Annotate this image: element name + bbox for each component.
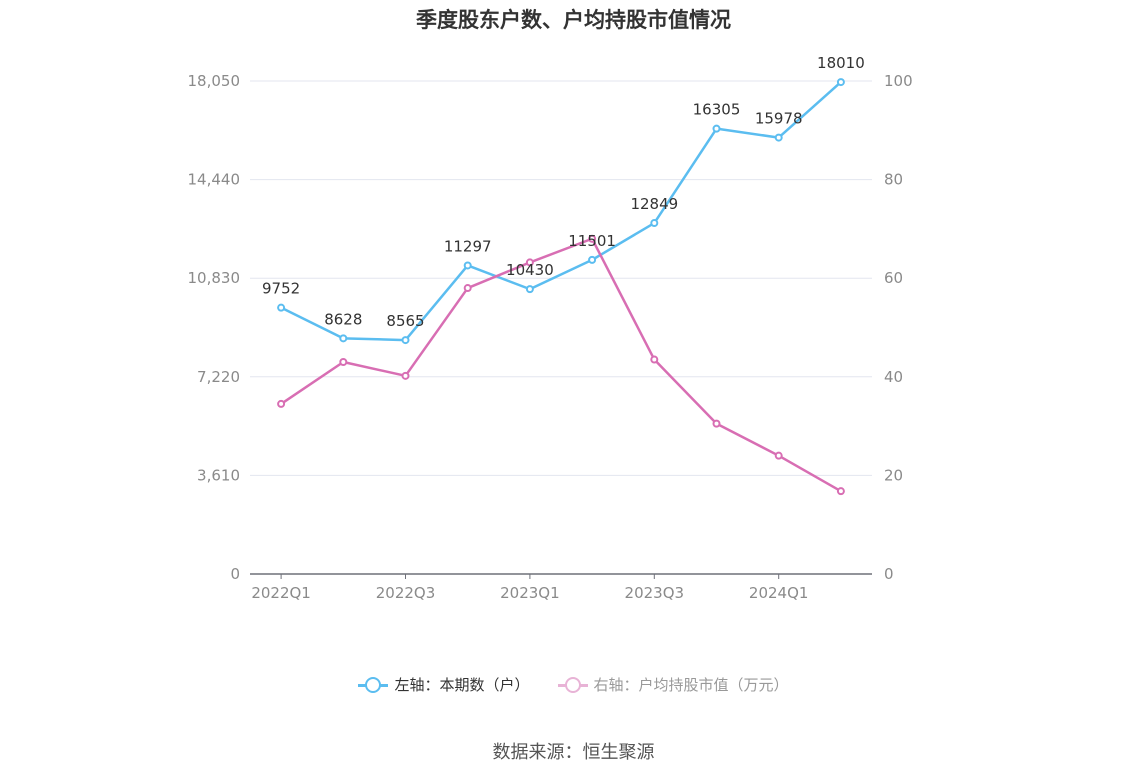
legend: 左轴：本期数（户） 右轴：户均持股市值（万元） <box>0 674 1147 695</box>
legend-label: 右轴：户均持股市值（万元） <box>593 676 789 694</box>
data-label: 8565 <box>386 312 424 330</box>
x-axis-tick-label: 2023Q1 <box>500 584 560 602</box>
data-point <box>712 124 721 133</box>
data-label: 9752 <box>262 280 300 298</box>
data-point <box>650 219 659 228</box>
legend-line-marker-icon <box>358 676 389 694</box>
chart-title: 季度股东户数、户均持股市值情况 <box>416 8 731 32</box>
legend-item-shareholders[interactable]: 左轴：本期数（户） <box>358 674 530 695</box>
series-line-1 <box>280 81 842 342</box>
data-point <box>588 234 597 243</box>
left-axis-tick-label: 14,440 <box>188 171 241 189</box>
left-axis-tick-label: 18,050 <box>188 72 241 90</box>
right-axis-tick-label: 40 <box>884 368 903 386</box>
data-point <box>277 303 286 312</box>
data-point <box>463 284 472 293</box>
data-point <box>836 78 845 87</box>
right-axis-tick-label: 0 <box>884 565 894 583</box>
right-axis-tick-label: 80 <box>884 171 903 189</box>
data-point <box>277 399 286 408</box>
x-axis-tick-label: 2024Q1 <box>749 584 809 602</box>
x-axis-tick-label: 2023Q3 <box>625 584 685 602</box>
right-axis-tick-label: 100 <box>884 72 913 90</box>
data-label: 8628 <box>324 310 362 328</box>
left-axis-tick-label: 10,830 <box>188 269 241 287</box>
data-point <box>525 285 534 294</box>
grid-lines <box>250 80 872 476</box>
data-point <box>836 487 845 496</box>
data-label: 12849 <box>630 195 678 213</box>
data-point <box>339 358 348 367</box>
legend-line-marker-icon <box>557 676 588 694</box>
data-point <box>339 334 348 343</box>
left-axis-tick-label: 3,610 <box>197 466 240 484</box>
data-point <box>525 258 534 267</box>
series-line-2 <box>280 237 842 493</box>
data-labels: 9752 8628 8565 11297 10430 11501 12849 16305 159… <box>262 54 865 330</box>
x-axis-tick-label: 2022Q3 <box>376 584 436 602</box>
left-axis-tick-label: 0 <box>230 565 240 583</box>
data-point <box>650 355 659 364</box>
data-label: 11297 <box>444 237 492 255</box>
data-label: 16305 <box>693 101 741 119</box>
data-point <box>712 419 721 428</box>
left-axis-tick-label: 7,220 <box>197 368 240 386</box>
data-label: 15978 <box>755 110 803 128</box>
data-point <box>588 255 597 264</box>
data-label: 11501 <box>568 232 616 250</box>
data-point <box>774 451 783 460</box>
series-lines <box>277 78 845 496</box>
x-axis-tick-label: 2022Q1 <box>251 584 311 602</box>
data-point <box>463 261 472 270</box>
axes: 0 0 3,610 20 7,220 40 10,830 60 14,440 80 18,050 10… <box>188 72 913 602</box>
data-label: 18010 <box>817 54 865 72</box>
data-source: 数据来源：恒生聚源 <box>492 742 655 763</box>
right-axis-tick-label: 20 <box>884 466 903 484</box>
data-point <box>774 133 783 142</box>
data-point <box>401 336 410 345</box>
legend-label: 左轴：本期数（户） <box>394 676 530 694</box>
data-label: 10430 <box>506 261 554 279</box>
right-axis-tick-label: 60 <box>884 269 903 287</box>
legend-item-avg-value[interactable]: 右轴：户均持股市值（万元） <box>557 674 789 695</box>
data-point <box>401 371 410 380</box>
